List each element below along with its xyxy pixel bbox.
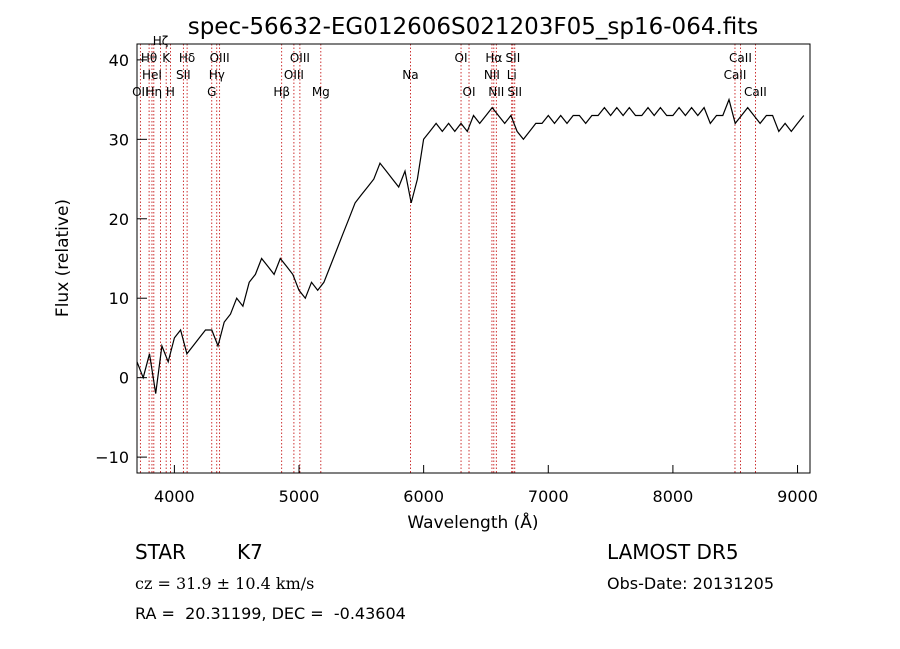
x-tick-label-5: 9000: [777, 487, 818, 506]
line-label-2: HeI: [142, 68, 162, 82]
line-label-23: SII: [506, 51, 521, 65]
line-label-18: OI: [463, 85, 476, 99]
line-label-8: Hδ: [179, 51, 195, 65]
line-label-15: Mg: [312, 85, 330, 99]
x-axis-label: Wavelength (Å): [407, 511, 538, 533]
spectral-line-markers: [139, 44, 756, 473]
survey-name: LAMOST DR5: [607, 540, 739, 564]
y-axis-label: Flux (relative): [53, 199, 73, 317]
line-label-25: CaII: [724, 68, 747, 82]
y-axis: −10 0 10 20 30 40: [95, 51, 147, 467]
spectrum-series: [136, 97, 805, 394]
line-label-7: SII: [176, 68, 191, 82]
line-label-13: OIII: [284, 68, 304, 82]
line-label-27: CaII: [744, 85, 767, 99]
line-label-1: Hθ: [141, 51, 157, 65]
y-tick-label-4: 30: [109, 130, 129, 149]
x-tick-label-0: 4000: [154, 487, 195, 506]
line-label-6: H: [166, 85, 175, 99]
plot-frame: [136, 43, 811, 474]
line-label-19: NII: [484, 68, 500, 82]
object-class: STAR: [135, 540, 186, 564]
y-tick-label-2: 10: [109, 289, 129, 308]
y-tick-label-0: −10: [95, 448, 129, 467]
y-tick-label-1: 0: [119, 369, 129, 388]
line-label-21: NII: [488, 85, 504, 99]
x-tick-label-2: 6000: [403, 487, 444, 506]
line-label-12: Hβ: [273, 85, 290, 99]
object-subclass: K7: [237, 540, 263, 564]
line-label-9: G: [207, 85, 216, 99]
line-label-26: CaII: [729, 51, 752, 65]
line-label-24: SII: [507, 85, 522, 99]
spectrum-line-0: [136, 97, 805, 394]
line-label-20: Hα: [485, 51, 502, 65]
line-label-10: Hγ: [209, 68, 225, 82]
x-axis: 4000 5000 6000 7000 8000 9000: [154, 465, 818, 506]
line-label-16: Na: [402, 68, 418, 82]
chart-title: spec-56632-EG012606S021203F05_sp16-064.f…: [188, 14, 759, 40]
coordinates: RA = 20.31199, DEC = -0.43604: [135, 604, 406, 623]
x-tick-label-3: 7000: [528, 487, 569, 506]
line-label-4: Hζ: [153, 34, 169, 48]
line-label-22: Li: [507, 68, 517, 82]
line-label-5: K: [162, 51, 171, 65]
x-tick-label-4: 8000: [653, 487, 694, 506]
x-tick-label-1: 5000: [279, 487, 320, 506]
line-label-3: Hη: [146, 85, 163, 99]
y-tick-label-3: 20: [109, 210, 129, 229]
line-label-0: OII: [132, 85, 149, 99]
velocity-readout: cz = 31.9 ± 10.4 km/s: [135, 574, 315, 593]
line-label-11: OIII: [210, 51, 230, 65]
y-tick-label-5: 40: [109, 51, 129, 70]
line-label-14: OIII: [290, 51, 310, 65]
line-label-17: OI: [455, 51, 468, 65]
obs-date: Obs-Date: 20131205: [607, 574, 775, 593]
